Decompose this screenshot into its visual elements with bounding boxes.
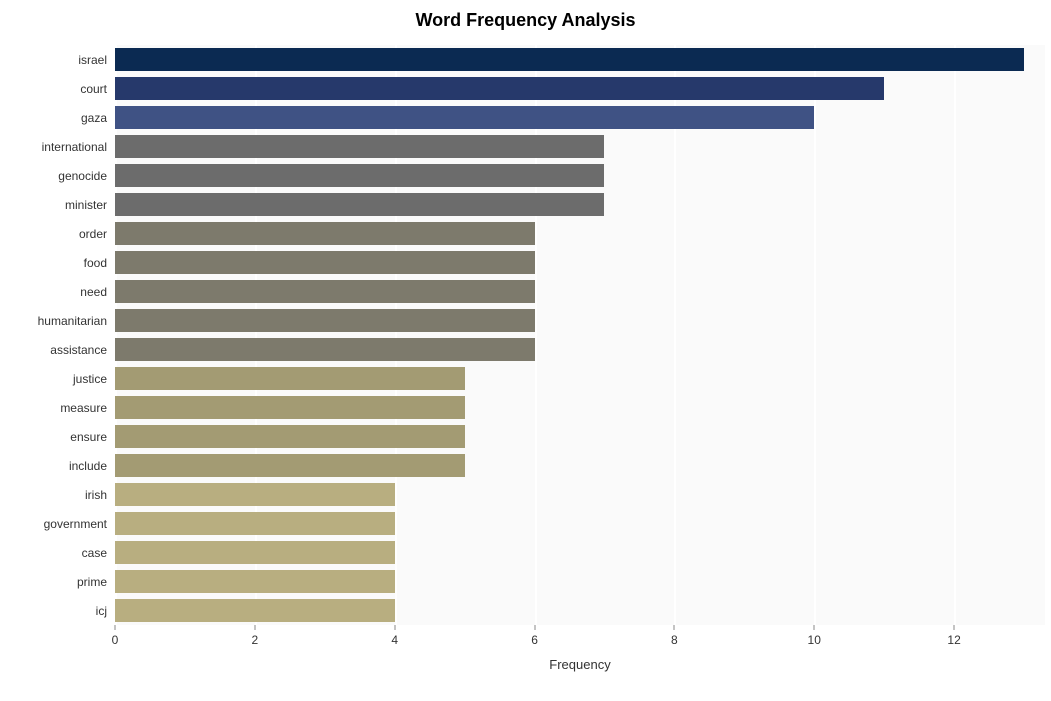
x-tick-label: 0 [112, 633, 119, 647]
x-axis-label: Frequency [115, 657, 1045, 672]
y-tick-label: court [80, 82, 107, 96]
bar [115, 425, 465, 448]
bar [115, 309, 535, 332]
bar [115, 599, 395, 622]
x-tick-label: 10 [808, 633, 821, 647]
bar [115, 135, 604, 158]
gridline [814, 45, 816, 625]
gridline [395, 45, 397, 625]
x-tick-label: 2 [252, 633, 259, 647]
x-tick-label: 6 [531, 633, 538, 647]
chart-title: Word Frequency Analysis [0, 10, 1051, 31]
bar [115, 77, 884, 100]
y-tick-label: humanitarian [38, 314, 107, 328]
y-tick-label: prime [77, 575, 107, 589]
bar [115, 570, 395, 593]
bar [115, 251, 535, 274]
y-tick-label: icj [96, 604, 107, 618]
chart-container: Word Frequency Analysis Frequency 0 2 4 6 8 1… [0, 0, 1051, 701]
x-tick-mark [674, 625, 675, 630]
y-tick-label: justice [73, 372, 107, 386]
y-tick-label: irish [85, 488, 107, 502]
x-tick-label: 4 [391, 633, 398, 647]
y-tick-label: assistance [50, 343, 107, 357]
y-tick-label: include [69, 459, 107, 473]
bar [115, 193, 604, 216]
bar [115, 164, 604, 187]
x-tick-mark [534, 625, 535, 630]
y-tick-label: order [79, 227, 107, 241]
x-tick-mark [394, 625, 395, 630]
x-tick-label: 8 [671, 633, 678, 647]
bar [115, 541, 395, 564]
bar [115, 106, 814, 129]
bar [115, 280, 535, 303]
y-tick-label: need [80, 285, 107, 299]
bar [115, 222, 535, 245]
bar [115, 396, 465, 419]
gridline [674, 45, 676, 625]
y-tick-label: genocide [58, 169, 107, 183]
bar [115, 48, 1024, 71]
plot-area [115, 45, 1045, 625]
y-tick-label: food [84, 256, 107, 270]
y-tick-label: ensure [70, 430, 107, 444]
y-tick-label: case [82, 546, 107, 560]
y-tick-label: israel [78, 53, 107, 67]
x-tick-mark [814, 625, 815, 630]
y-tick-label: measure [60, 401, 107, 415]
bar [115, 454, 465, 477]
gridline [115, 45, 117, 625]
x-tick-label: 12 [947, 633, 960, 647]
x-tick-mark [115, 625, 116, 630]
x-tick-mark [954, 625, 955, 630]
y-tick-label: government [44, 517, 107, 531]
bar [115, 483, 395, 506]
y-tick-label: gaza [81, 111, 107, 125]
y-tick-label: minister [65, 198, 107, 212]
gridline [535, 45, 537, 625]
gridline [255, 45, 257, 625]
x-tick-mark [254, 625, 255, 630]
gridline [954, 45, 956, 625]
bar [115, 338, 535, 361]
bar [115, 367, 465, 390]
y-tick-label: international [42, 140, 107, 154]
bar [115, 512, 395, 535]
